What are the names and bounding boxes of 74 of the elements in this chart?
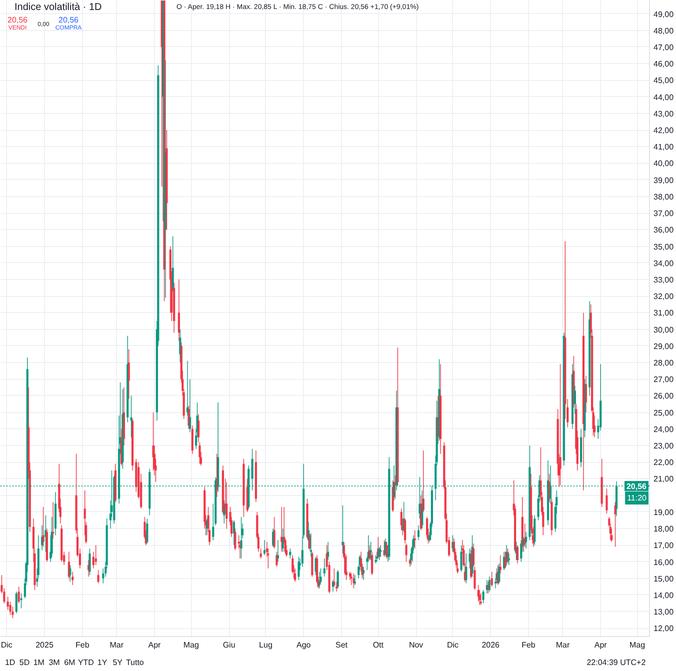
x-tick-label: 2026 [482,640,500,650]
x-tick-label: Giu [222,640,236,650]
y-tick-label: 34,00 [654,258,674,268]
y-tick-label: 14,00 [654,590,674,600]
y-tick-label: 19,00 [654,508,674,517]
y-tick-label: 45,00 [654,76,674,86]
y-tick-label: 17,00 [654,541,674,550]
y-tick-label: 41,00 [654,142,674,152]
y-tick-label: 46,00 [654,60,674,69]
x-tick-label: Dic [446,640,459,650]
text: YTD [78,658,94,667]
y-tick-label: 38,00 [654,192,674,202]
x-tick-label: Mar [556,640,570,650]
text: 22:04:39 UTC+2 [586,658,646,667]
y-tick-label: 23,00 [654,442,674,451]
text: 5D [19,658,30,667]
y-tick-label: 37,00 [654,209,674,218]
x-tick-label: Nov [408,640,424,650]
text: 1Y [97,658,108,667]
x-tick-label: 2025 [36,640,54,650]
y-tick-label: 30,00 [654,325,674,334]
x-tick-label: Apr [148,640,162,650]
x-tick-label: Mag [183,640,199,650]
y-tick-label: 32,00 [654,292,674,302]
y-tick-label: 13,00 [654,608,674,617]
text: 1D [4,658,16,667]
x-tick-label: Dic [0,640,12,650]
text: Tutto [126,658,144,667]
annotation: 11:20 [627,494,648,503]
candlestick [606,488,608,514]
x-tick-label: Apr [594,640,608,650]
y-tick-label: 25,00 [654,408,674,418]
y-tick-label: 18,00 [654,524,674,534]
x-tick-label: Ott [372,640,384,650]
y-tick-label: 48,00 [654,26,674,36]
x-tick-label: Mag [629,640,646,650]
y-tick-label: 43,00 [654,109,674,118]
text: 5Y [112,658,124,667]
y-tick-label: 42,00 [654,126,674,136]
text: 1M [33,658,45,667]
x-tick-label: Feb [522,640,536,650]
y-tick-label: 28,00 [654,358,674,368]
y-tick-label: 24,00 [654,424,674,434]
y-tick-label: 15,00 [654,574,674,584]
y-tick-label: 33,00 [654,275,674,284]
y-tick-label: 36,00 [654,226,674,235]
y-tick-label: 22,00 [654,458,674,468]
y-tick-label: 27,00 [654,375,674,384]
y-tick-label: 26,00 [654,392,674,401]
ref-line-label: 20,56 [626,482,648,492]
x-tick-label: Feb [75,640,90,650]
text: 3M [48,658,60,667]
annotation: 20,56 [7,16,28,24]
y-tick-label: 47,00 [654,42,674,52]
y-tick-label: 31,00 [654,308,674,318]
y-tick-label: 39,00 [654,176,674,185]
y-tick-label: 44,00 [654,92,674,102]
y-tick-label: 40,00 [654,159,674,168]
annotation: 20,56 [58,16,80,24]
y-tick-label: 49,00 [654,10,674,19]
x-tick-label: Mar [110,640,124,650]
x-tick-label: Ago [296,640,312,650]
y-tick-label: 16,00 [654,558,674,567]
chart-title: Indice volatilità · 1D [14,2,102,13]
y-tick-label: 35,00 [654,242,674,252]
x-tick-label: Lug [259,640,272,650]
candlestick [482,590,484,604]
candlestick [242,458,245,518]
y-tick-label: 29,00 [654,342,674,351]
text: 6M [64,658,76,667]
x-tick-label: Set [335,640,348,650]
y-tick-label: 21,00 [654,474,674,484]
candlestick [97,570,100,584]
y-tick-label: 12,00 [654,624,674,634]
